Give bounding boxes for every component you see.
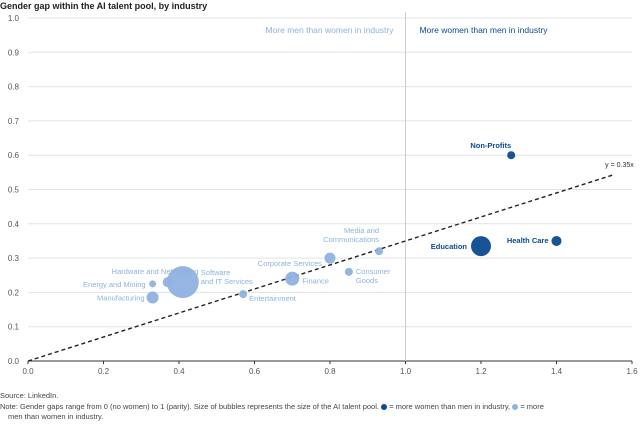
y-tick-label: 1.0 (8, 14, 20, 23)
bubble-corporate-services (324, 252, 336, 264)
bubble-software-and-it-services (166, 266, 199, 299)
bubble-label-non-profits: Non-Profits (470, 141, 511, 150)
footnote: Note: Gender gaps range from 0 (no women… (0, 402, 636, 422)
x-axis-label: Gender gap by industry (282, 378, 378, 380)
y-tick-label: 0.1 (8, 323, 20, 332)
footnote-legend-light: = more (520, 402, 544, 411)
bubble-label-line: Energy and Mining (83, 280, 146, 289)
bubble-label-health-care: Health Care (507, 236, 549, 245)
bubble-label-line: Hardware and Networking (112, 267, 199, 276)
y-tick-label: 0.6 (8, 151, 20, 160)
dark-bubble-legend-icon (381, 403, 388, 410)
trendline-label: y = 0.35x (605, 162, 634, 169)
bubble-label-line: Goods (356, 276, 378, 285)
region-label-left: More men than women in industry (265, 25, 394, 35)
chart-title: Gender gap within the AI talent pool, by… (0, 1, 208, 11)
x-tick-label: 1.0 (400, 367, 412, 376)
bubble-label-line: Manufacturing (97, 294, 145, 303)
trendline (27, 174, 614, 362)
x-tick-label: 0.8 (324, 367, 336, 376)
bubble-energy-and-mining (149, 280, 157, 288)
bubble-label-line: Education (431, 242, 468, 251)
bubble-label-hardware-and-networking: Hardware and Networking (112, 267, 199, 276)
x-tick-label: 1.6 (626, 367, 638, 376)
footnote-legend-light-cont: men than women in industry. (8, 412, 104, 421)
y-tick-label: 0.4 (8, 220, 20, 229)
bubble-label-manufacturing: Manufacturing (97, 294, 145, 303)
region-label-right: More women than men in industry (420, 25, 549, 35)
bubble-education (471, 236, 491, 257)
bubble-label-line: Communications (323, 235, 379, 244)
footnote-legend-dark: = more women than men in industry, (389, 402, 511, 411)
bubble-entertainment (239, 290, 248, 299)
bubble-label-line: Health Care (507, 236, 549, 245)
bubble-label-line: Entertainment (249, 294, 297, 303)
y-tick-label: 0.7 (8, 117, 20, 126)
bubble-label-line: Media and (344, 226, 379, 235)
x-tick-label: 0.2 (98, 367, 110, 376)
y-tick-label: 0.9 (8, 48, 20, 57)
bubble-label-entertainment: Entertainment (249, 294, 297, 303)
y-tick-label: 0.0 (8, 357, 20, 366)
bubble-non-profits (507, 151, 516, 160)
bubble-label-software-and-it-services: Software and IT Services (201, 268, 253, 286)
bubble-media-and-communications (375, 247, 384, 256)
x-tick-label: 1.4 (551, 367, 563, 376)
bubble-label-line: Consumer (356, 267, 391, 276)
x-tick-label: 0.0 (22, 367, 34, 376)
bubble-label-education: Education (431, 242, 468, 251)
x-tick-label: 0.6 (249, 367, 261, 376)
bubble-consumer-goods (344, 267, 353, 276)
y-tick-label: 0.5 (8, 186, 20, 195)
light-bubble-legend-icon (512, 403, 519, 410)
bubble-label-line: Corporate Services (258, 259, 322, 268)
bubble-label-energy-and-mining: Energy and Mining (83, 280, 146, 289)
source-note: Source: LinkedIn. (0, 391, 59, 400)
x-tick-label: 0.4 (173, 367, 185, 376)
bubble-label-media-and-communications: Media and Communications (323, 226, 379, 244)
bubble-health-care (551, 235, 562, 246)
y-tick-label: 0.3 (8, 254, 20, 263)
bubble-hardware-and-networking (162, 277, 173, 288)
bubble-label-finance: Finance (302, 277, 329, 286)
bubble-label-line: Finance (302, 277, 329, 286)
bubble-chart: 0.0 0.1 0.2 0.3 0.4 0.5 0.6 0.7 0.8 0.9 1.0 0.0 0.2 0… (8, 12, 638, 380)
bubble-manufacturing (146, 291, 159, 304)
bubble-label-line: Non-Profits (470, 141, 511, 150)
bubble-finance (285, 271, 300, 286)
y-tick-label: 0.8 (8, 83, 20, 92)
y-tick-label: 0.2 (8, 288, 20, 297)
bubble-label-line: Software (201, 268, 231, 277)
bubble-label-consumer-goods: Consumer Goods (356, 267, 391, 285)
x-tick-label: 1.2 (475, 367, 487, 376)
bubble-label-corporate-services: Corporate Services (258, 259, 322, 268)
bubble-label-line: and IT Services (201, 277, 253, 286)
footnote-text: Note: Gender gaps range from 0 (no women… (0, 402, 379, 411)
